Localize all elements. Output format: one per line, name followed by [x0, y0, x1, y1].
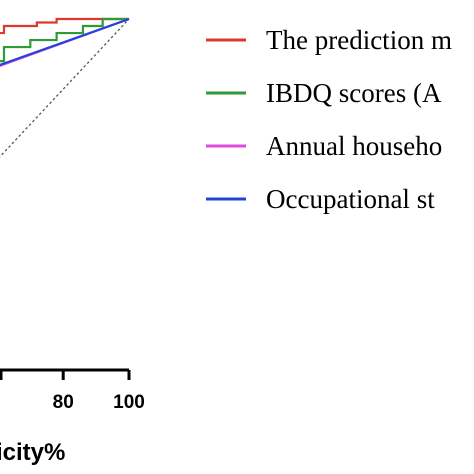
legend-label-1: The prediction m — [266, 25, 452, 55]
x-axis-ticks: 80 100 — [0, 370, 145, 413]
legend: The prediction m IBDQ scores (A Annual hou… — [206, 25, 452, 214]
series-line-3 — [0, 17, 130, 67]
legend-label-3: Annual househo — [266, 131, 442, 161]
reference-diagonal-line — [0, 18, 130, 158]
plot-area — [0, 17, 130, 158]
series-line-4 — [0, 17, 130, 67]
legend-label-2: IBDQ scores (A — [266, 78, 442, 108]
series-line-2 — [0, 17, 129, 63]
x-axis-label: icity% — [0, 439, 65, 466]
legend-label-4: Occupational st — [266, 184, 435, 214]
x-tick-label-80: 80 — [53, 392, 74, 413]
x-axis: 80 100 icity% — [0, 368, 145, 466]
x-tick-label-100: 100 — [113, 392, 145, 413]
series-line-1 — [0, 17, 129, 35]
